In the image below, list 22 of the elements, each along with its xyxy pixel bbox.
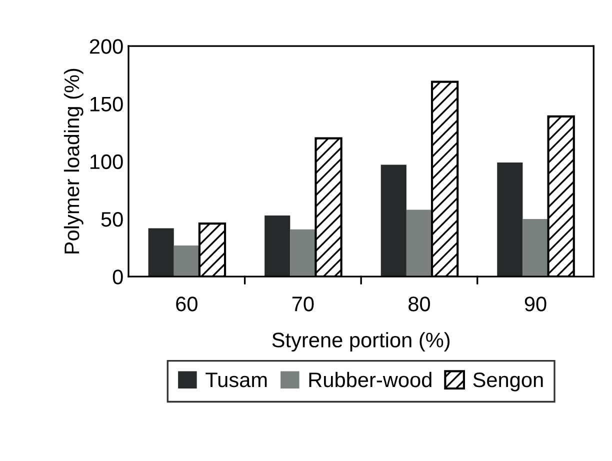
x-tick-label: 60 <box>176 296 198 312</box>
legend-label: Tusam <box>206 372 267 388</box>
y-tick-label: 100 <box>90 154 123 170</box>
bar <box>497 162 523 277</box>
x-tick-label: 80 <box>408 296 430 312</box>
y-tick-label: 50 <box>101 212 123 227</box>
bar <box>380 164 406 277</box>
bar <box>174 245 200 277</box>
x-tick-label: 90 <box>524 296 546 312</box>
y-tick-label: 200 <box>90 39 123 54</box>
bar <box>264 216 290 277</box>
x-axis-title: Styrene portion (%) <box>272 332 450 352</box>
bar <box>522 218 548 277</box>
y-tick-label: 150 <box>90 96 123 112</box>
y-tick-label: 0 <box>112 270 123 284</box>
bar <box>406 210 432 277</box>
x-tick-label: 70 <box>292 296 314 312</box>
bar <box>148 228 174 277</box>
bar <box>290 229 316 277</box>
legend-label: Sengon <box>473 372 543 392</box>
y-axis-title: Polymer loading (%) <box>64 68 84 254</box>
legend-label: Rubber-wood <box>309 372 432 388</box>
